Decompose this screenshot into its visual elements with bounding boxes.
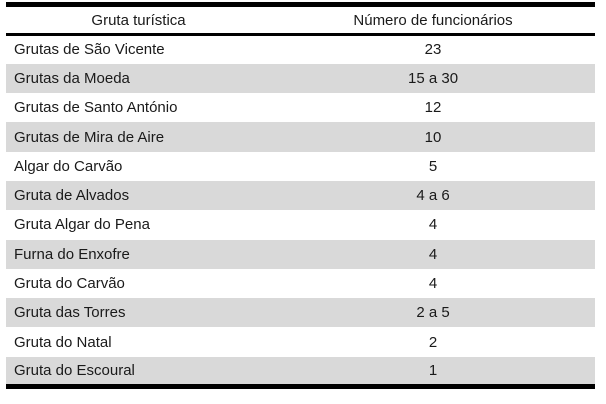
cave-name-cell: Grutas de Santo António <box>14 99 178 117</box>
employee-count-cell: 12 <box>424 99 442 117</box>
cave-name-cell: Gruta Algar do Pena <box>14 216 150 234</box>
employee-count-cell: 2 <box>428 333 438 351</box>
table-row: Gruta das Torres 2 a 5 <box>6 298 595 328</box>
employee-count-cell: 4 <box>428 216 438 234</box>
employee-count-cell: 15 a 30 <box>271 63 595 94</box>
table-row: Furna do Enxofre 4 <box>6 239 595 269</box>
table-row: Algar do Carvão 5 <box>6 152 595 181</box>
employee-count-cell: 1 <box>271 356 595 387</box>
table-header: Gruta turística Número de funcionários <box>6 4 595 36</box>
table-row: Grutas de São Vicente 23 <box>6 35 595 64</box>
cave-name-cell: Gruta do Escoural <box>6 356 272 387</box>
cave-name-cell: Grutas de Mira de Aire <box>6 122 272 152</box>
cave-name-cell: Grutas de São Vicente <box>14 41 165 59</box>
employee-count-cell: 2 a 5 <box>271 298 595 328</box>
employee-count-cell: 4 a 6 <box>271 180 595 211</box>
table-row: Gruta do Natal 2 <box>6 327 595 356</box>
cave-name-cell: Gruta de Alvados <box>6 180 272 211</box>
employee-count-cell: 4 <box>428 275 438 293</box>
cave-name-cell: Gruta do Carvão <box>14 275 125 293</box>
table-row: Grutas de Mira de Aire 10 <box>6 122 595 152</box>
employee-count-cell: 4 <box>271 239 595 269</box>
caves-employees-table: Gruta turística Número de funcionários G… <box>6 2 595 389</box>
table-row: Grutas de Santo António 12 <box>6 93 595 122</box>
table-row: Gruta Algar do Pena 4 <box>6 210 595 239</box>
header-row: Gruta turística Número de funcionários <box>6 4 595 36</box>
employee-count-cell: 5 <box>428 157 438 175</box>
cave-name-cell: Grutas da Moeda <box>6 63 272 94</box>
cave-name-cell: Furna do Enxofre <box>6 239 272 269</box>
header-employees-column: Número de funcionários <box>271 4 595 36</box>
table-body: Grutas de São Vicente 23 Grutas da Moeda… <box>6 35 595 387</box>
table-row: Gruta de Alvados 4 a 6 <box>6 180 595 211</box>
employee-count-cell: 10 <box>271 122 595 152</box>
employee-count-cell: 23 <box>424 41 442 59</box>
table-row: Grutas da Moeda 15 a 30 <box>6 63 595 94</box>
cave-name-cell: Algar do Carvão <box>14 157 123 175</box>
table-row: Gruta do Carvão 4 <box>6 269 595 298</box>
cave-name-cell: Gruta das Torres <box>6 298 272 328</box>
header-cave-column: Gruta turística <box>6 4 272 36</box>
table-row: Gruta do Escoural 1 <box>6 356 595 387</box>
cave-name-cell: Gruta do Natal <box>14 333 112 351</box>
